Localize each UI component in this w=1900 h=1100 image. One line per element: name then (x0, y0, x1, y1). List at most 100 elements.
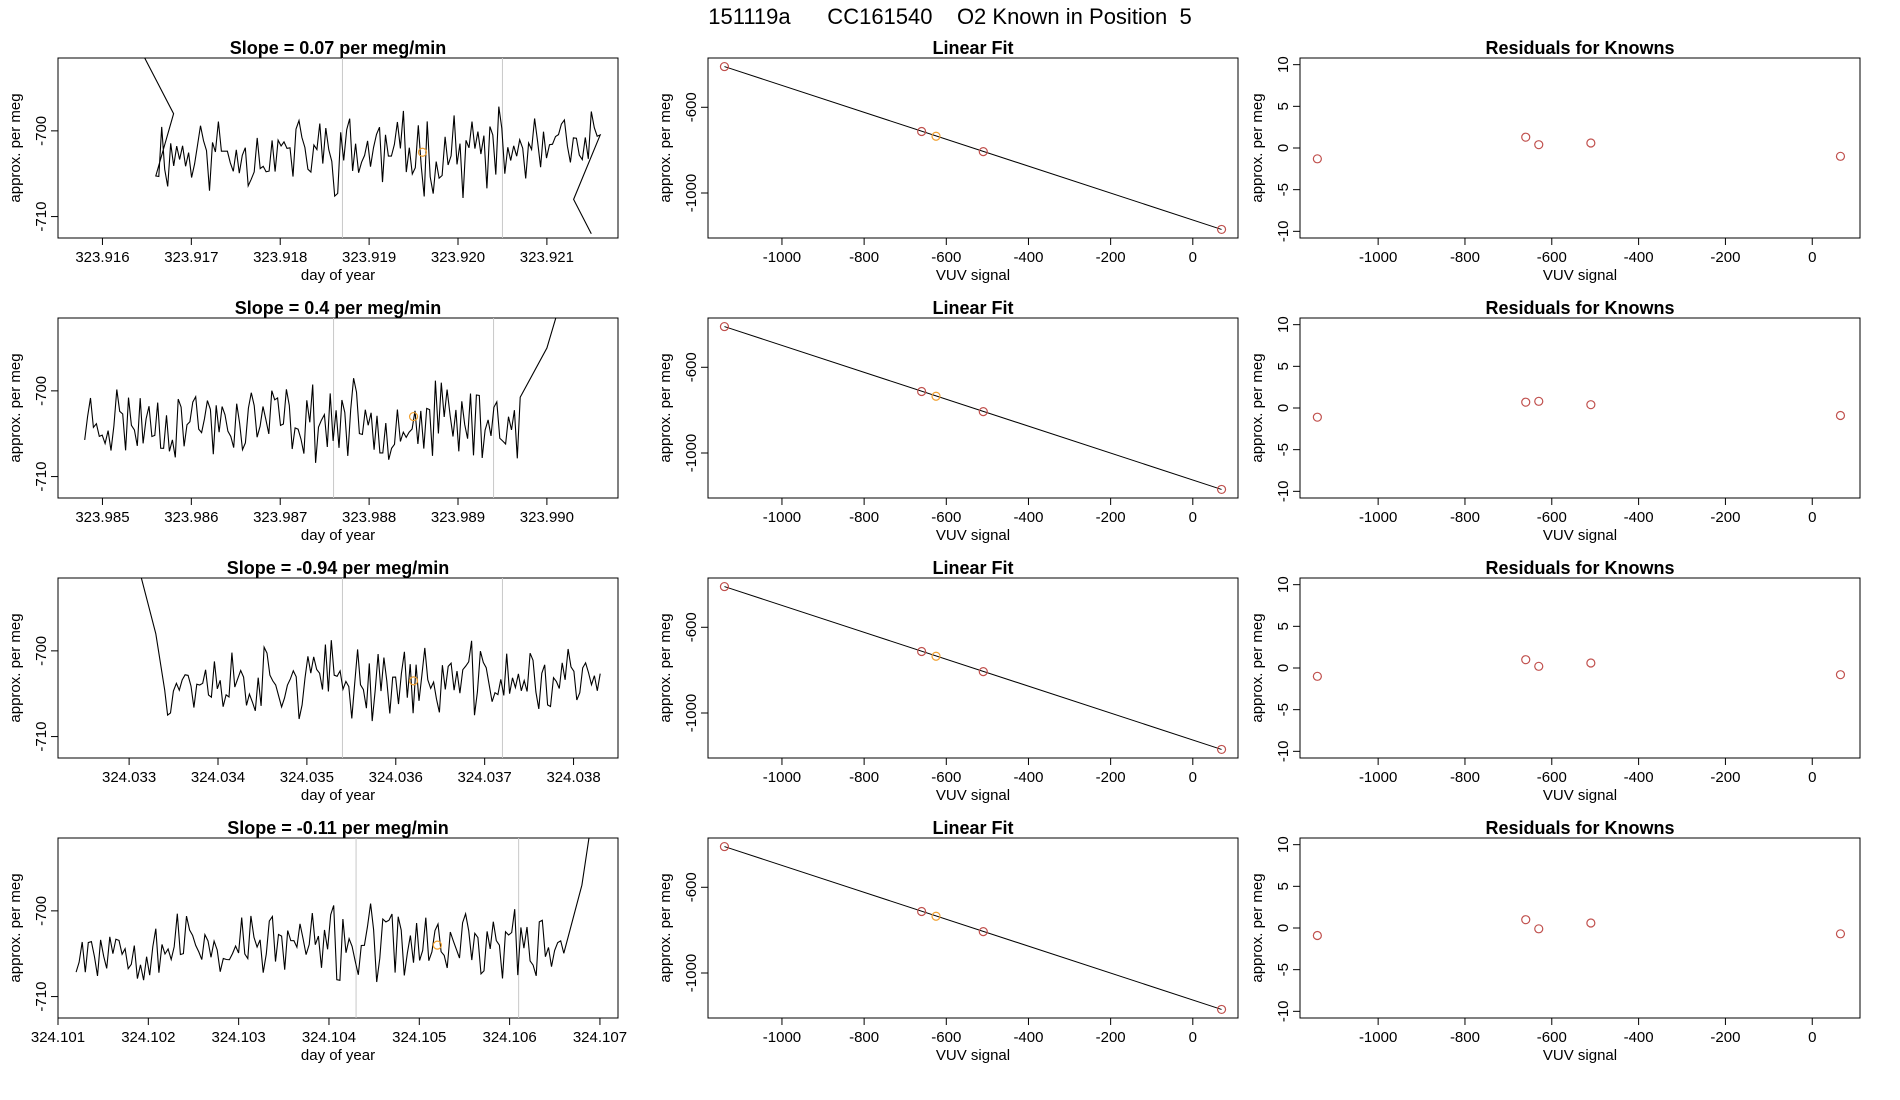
y-tick-label: -600 (683, 612, 700, 642)
panel-r1-c0: Slope = 0.4 per meg/min 323.985 323.986 323… (7, 298, 619, 544)
known-point (1312, 412, 1322, 422)
x-tick-label: -200 (1096, 249, 1126, 266)
x-tick-label: -200 (1710, 509, 1740, 526)
panel-title: Slope = -0.94 per meg/min (227, 558, 450, 578)
panel-r1-c2: Residuals for Knowns-1000 -800 -600 -400 -20… (1249, 298, 1861, 544)
plot-frame (1299, 57, 1861, 239)
series-line (140, 578, 601, 722)
y-axis-label: approx. per meg (657, 873, 674, 982)
plot-frame (1299, 837, 1861, 1019)
known-point (1216, 744, 1227, 755)
fit-line (724, 66, 1222, 230)
known-point (1586, 400, 1596, 410)
highlight-point (931, 131, 941, 141)
x-axis-label: day of year (301, 527, 375, 544)
y-tick-label: 0 (1275, 664, 1292, 672)
plot-frame (57, 57, 619, 239)
plot-area (719, 581, 1227, 755)
panel-r0-c0: Slope = 0.07 per meg/min 323.916 323.917 32… (7, 38, 619, 284)
y-tick-label: -700 (33, 116, 50, 146)
x-axis-label: VUV signal (1543, 787, 1617, 804)
plot-frame (57, 317, 619, 499)
y-tick-label: -1000 (683, 434, 700, 472)
highlight-point (432, 940, 442, 950)
panel-title: Residuals for Knowns (1485, 818, 1674, 838)
x-tick-label: 324.105 (392, 1029, 446, 1046)
known-point (1835, 929, 1846, 939)
y-tick-label: 10 (1275, 56, 1292, 73)
x-tick-label: 323.989 (431, 509, 485, 526)
panel-title: Linear Fit (932, 818, 1013, 838)
y-tick-label: -10 (1275, 220, 1292, 242)
x-axis-label: VUV signal (936, 787, 1010, 804)
known-point (719, 61, 730, 72)
x-tick-label: 0 (1189, 509, 1197, 526)
x-tick-label: 323.919 (342, 249, 396, 266)
x-tick-label: -600 (931, 1029, 961, 1046)
known-point (1312, 671, 1322, 681)
plot-frame (57, 577, 619, 759)
x-tick-label: 0 (1189, 769, 1197, 786)
x-tick-label: 324.038 (546, 769, 600, 786)
y-tick-label: -1000 (683, 954, 700, 992)
known-point (1216, 1004, 1227, 1015)
y-tick-label: -600 (683, 352, 700, 382)
x-tick-label: 0 (1808, 249, 1816, 266)
y-tick-label: -1000 (683, 694, 700, 732)
highlight-point (408, 411, 419, 422)
x-tick-label: -1000 (1359, 769, 1397, 786)
panel-r3-c2: Residuals for Knowns-1000 -800 -600 -400 -20… (1249, 818, 1861, 1064)
x-tick-label: -800 (849, 249, 879, 266)
y-axis-label: approx. per meg (7, 353, 24, 462)
plot-area (75, 838, 590, 1018)
panel-r3-c0: Slope = -0.11 per meg/min 324.101 324.102 3… (7, 818, 627, 1064)
x-tick-label: -200 (1096, 769, 1126, 786)
known-point (719, 321, 730, 332)
panel-title: Slope = 0.07 per meg/min (230, 38, 447, 58)
x-tick-label: 324.033 (102, 769, 156, 786)
plot-area (144, 58, 602, 238)
x-tick-label: -600 (1537, 509, 1567, 526)
series-line (75, 838, 590, 983)
x-tick-label: 323.988 (342, 509, 396, 526)
y-tick-label: -10 (1275, 1000, 1292, 1022)
x-tick-label: -600 (1537, 769, 1567, 786)
x-tick-label: -600 (931, 249, 961, 266)
panel-r2-c2: Residuals for Knowns-1000 -800 -600 -400 -20… (1249, 558, 1861, 804)
x-tick-label: -1000 (763, 249, 801, 266)
x-tick-label: -200 (1096, 1029, 1126, 1046)
highlight-point (931, 651, 941, 661)
plot-frame (57, 837, 619, 1019)
x-tick-label: 323.987 (253, 509, 307, 526)
x-tick-label: -800 (1450, 769, 1480, 786)
y-tick-label: -700 (33, 896, 50, 926)
panel-title: Linear Fit (932, 298, 1013, 318)
known-point (917, 386, 927, 397)
x-tick-label: -400 (1624, 509, 1654, 526)
y-tick-label: -5 (1275, 703, 1292, 716)
x-tick-label: 323.985 (75, 509, 129, 526)
known-point (1521, 397, 1531, 407)
x-tick-label: 0 (1808, 769, 1816, 786)
x-tick-label: -800 (849, 769, 879, 786)
x-tick-label: 323.986 (164, 509, 218, 526)
known-point (978, 667, 988, 677)
x-tick-label: 0 (1189, 249, 1197, 266)
x-tick-label: -1000 (1359, 249, 1397, 266)
known-point (1534, 140, 1544, 150)
y-tick-label: -700 (33, 636, 50, 666)
x-tick-label: -600 (931, 769, 961, 786)
x-tick-label: -400 (1624, 769, 1654, 786)
y-tick-label: 0 (1275, 404, 1292, 412)
panel-title: Linear Fit (932, 558, 1013, 578)
y-axis-label: approx. per meg (1249, 613, 1266, 722)
highlight-point (931, 391, 941, 401)
x-tick-label: -1000 (763, 509, 801, 526)
x-axis-label: VUV signal (936, 527, 1010, 544)
plot-frame (1299, 317, 1861, 499)
fit-line (724, 846, 1222, 1010)
y-axis-label: approx. per meg (657, 353, 674, 462)
known-point (1521, 655, 1531, 665)
